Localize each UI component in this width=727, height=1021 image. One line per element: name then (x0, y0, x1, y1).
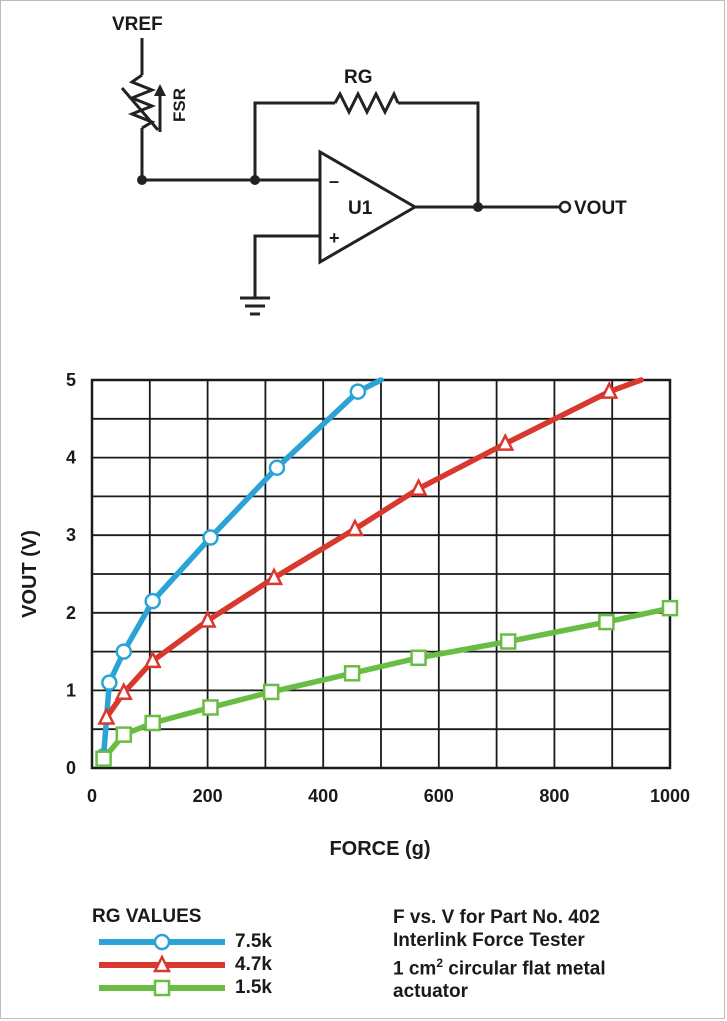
data-point-triangle (496, 432, 515, 451)
series-line (100, 605, 673, 762)
y-axis-label: VOUT (V) (19, 530, 41, 618)
legend-entry: 4.7k (97, 953, 297, 976)
y-tick-label: 5 (66, 370, 76, 390)
legend-title: RG VALUES (92, 906, 202, 927)
vout-label: VOUT (574, 198, 627, 219)
chart-grid (90, 378, 672, 770)
data-point-square (115, 726, 133, 743)
fsr-variable-line (120, 87, 160, 131)
caption-line-3: 1 cm2 circular flat metal (393, 952, 713, 980)
opamp-minus: – (329, 171, 339, 191)
data-point-circle (144, 592, 161, 610)
opamp-label: U1 (348, 198, 373, 219)
fsr-arrow-head (154, 84, 166, 96)
data-point-triangle (345, 518, 365, 537)
output-terminal (558, 200, 572, 214)
data-point-circle (349, 383, 367, 400)
chart-ticks: 0 200 400 600 800 1000 0 1 2 3 4 5 (66, 370, 690, 806)
data-point-triangle (600, 380, 619, 399)
y-tick-label: 1 (66, 680, 76, 700)
figure-caption: F vs. V for Part No. 402 Interlink Force… (393, 906, 713, 1003)
data-point-square (661, 599, 679, 617)
y-tick-label: 3 (66, 525, 76, 545)
opamp-plus: + (329, 228, 340, 248)
data-point-circle (268, 459, 286, 476)
legend: 7.5k 4.7k 1.5k (97, 930, 297, 999)
noninverting-input-wire (253, 234, 320, 298)
data-point-square (95, 750, 112, 767)
caption-line-2: Interlink Force Tester (393, 930, 585, 951)
data-point-triangle (97, 706, 116, 725)
x-tick-label: 800 (539, 786, 569, 806)
data-point-triangle (143, 650, 162, 669)
y-tick-label: 2 (66, 603, 76, 623)
data-point-triangle (114, 681, 133, 700)
data-point-square (262, 683, 280, 701)
data-point-circle (101, 674, 118, 691)
legend-label: 7.5k (235, 931, 272, 952)
caption-line-4: actuator (393, 981, 468, 1003)
ground-icon (240, 296, 270, 316)
feedback-wire-right (398, 101, 480, 207)
vref-label: VREF (112, 14, 163, 35)
data-point-square (144, 714, 161, 732)
x-tick-label: 400 (308, 786, 338, 806)
node-dot (137, 175, 147, 185)
y-tick-label: 0 (66, 758, 76, 778)
opamp-u1 (318, 149, 418, 265)
legend-swatch (99, 933, 225, 951)
feedback-wire-left (253, 101, 335, 180)
x-tick-label: 600 (424, 786, 454, 806)
data-point-triangle (265, 567, 284, 586)
series-line (103, 377, 644, 721)
caption-line-3-sup: 2 (436, 956, 443, 970)
data-point-square (499, 633, 517, 650)
y-tick-label: 4 (66, 448, 76, 468)
data-point-square (202, 699, 219, 716)
data-point-square (153, 979, 171, 997)
data-point-square (598, 613, 615, 631)
force-voltage-chart: 0 200 400 600 800 1000 0 1 2 3 4 5 FORCE (g) VOUT (… (19, 370, 690, 860)
data-point-triangle (198, 609, 217, 628)
series-square (95, 599, 679, 767)
legend-label: 1.5k (235, 977, 272, 998)
data-point-square (410, 649, 427, 667)
caption-line-3-post: circular flat metal (443, 958, 606, 980)
caption-line-3-pre: 1 cm (393, 958, 437, 980)
data-point-triangle (409, 477, 428, 496)
data-point-circle (202, 529, 219, 546)
data-point-circle (115, 643, 133, 660)
x-tick-label: 200 (193, 786, 223, 806)
legend-swatch (99, 954, 225, 973)
legend-entry: 7.5k (97, 930, 297, 953)
data-point-triangle (152, 954, 172, 973)
x-tick-label: 0 (87, 786, 97, 806)
x-tick-label: 1000 (650, 786, 690, 806)
legend-label: 4.7k (235, 954, 272, 975)
x-axis-label: FORCE (g) (329, 838, 430, 860)
legend-entry: 1.5k (97, 976, 297, 999)
legend-swatch (99, 979, 225, 997)
data-point-square (343, 665, 361, 682)
series-triangle (97, 377, 644, 725)
circuit-schematic: VREF FSR RG – + U1 VOUT (112, 14, 627, 316)
fsr-label: FSR (170, 88, 189, 122)
chart-series (95, 377, 679, 767)
rg-label: RG (344, 67, 373, 88)
node-dot (473, 202, 483, 212)
caption-line-1: F vs. V for Part No. 402 (393, 907, 600, 928)
data-point-circle (153, 933, 171, 951)
rg-resistor (333, 90, 400, 116)
